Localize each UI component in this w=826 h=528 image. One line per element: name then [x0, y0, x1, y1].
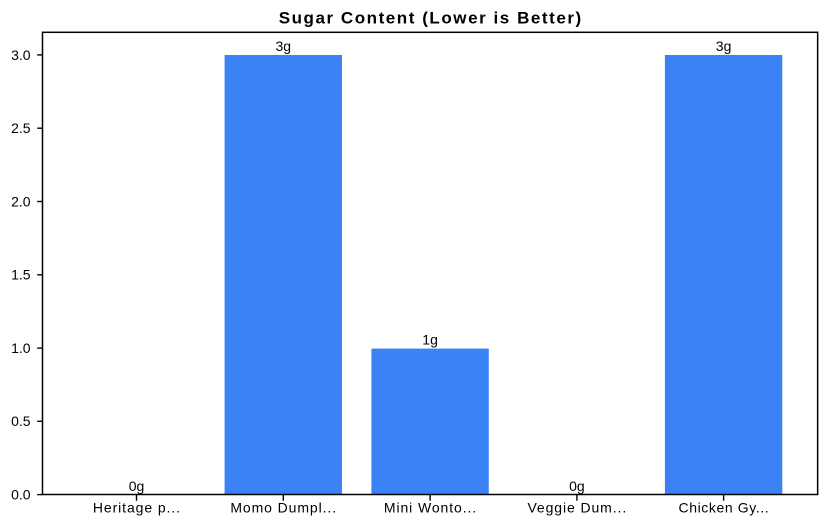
svg-text:0.0: 0.0: [11, 487, 31, 503]
svg-text:2.5: 2.5: [11, 120, 31, 136]
svg-text:0g: 0g: [129, 478, 145, 494]
svg-text:0.5: 0.5: [11, 413, 31, 429]
svg-text:3g: 3g: [276, 38, 292, 54]
svg-text:0g: 0g: [569, 478, 585, 494]
svg-text:Chicken Gy...: Chicken Gy...: [679, 500, 770, 516]
svg-text:Heritage p...: Heritage p...: [93, 500, 181, 516]
svg-text:Veggie Dum...: Veggie Dum...: [527, 500, 627, 516]
svg-text:1.5: 1.5: [11, 267, 31, 283]
svg-text:1.0: 1.0: [11, 340, 31, 356]
svg-text:3.0: 3.0: [11, 47, 31, 63]
svg-text:Momo Dumpl...: Momo Dumpl...: [230, 500, 337, 516]
svg-text:2.0: 2.0: [11, 193, 31, 209]
svg-text:3g: 3g: [716, 38, 732, 54]
svg-text:Sugar Content (Lower is Better: Sugar Content (Lower is Better): [279, 9, 583, 28]
svg-text:Mini Wonto...: Mini Wonto...: [384, 500, 477, 516]
svg-text:1g: 1g: [422, 332, 438, 348]
